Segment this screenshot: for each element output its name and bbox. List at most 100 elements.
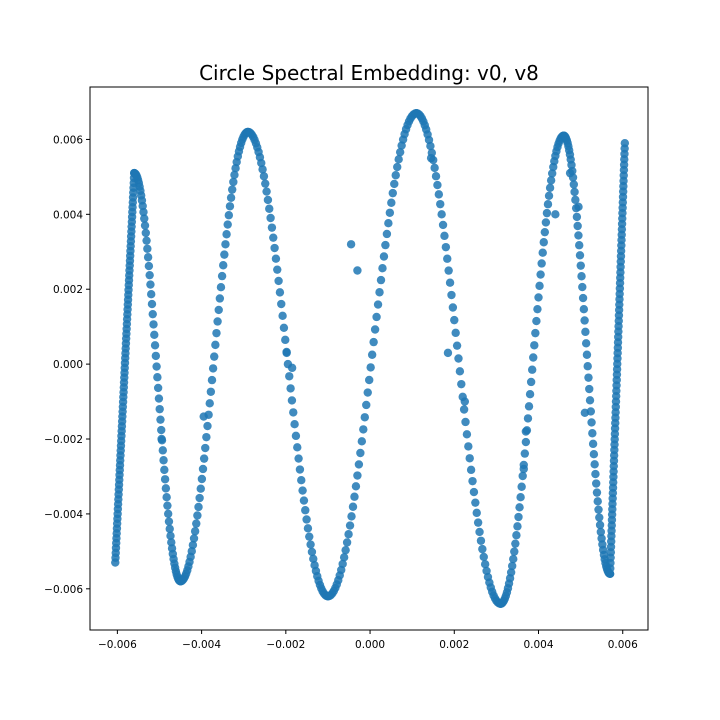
- data-point: [516, 493, 525, 502]
- data-point: [151, 351, 161, 361]
- data-points: [111, 109, 630, 608]
- data-point: [575, 241, 584, 250]
- data-point: [520, 449, 530, 458]
- data-point: [302, 515, 311, 524]
- data-point: [348, 502, 358, 511]
- data-point: [199, 412, 208, 421]
- data-point: [363, 388, 372, 397]
- data-point: [259, 172, 269, 181]
- data-point: [443, 348, 453, 358]
- data-point: [291, 431, 301, 441]
- data-point: [475, 527, 484, 537]
- data-point: [533, 304, 542, 314]
- data-point: [433, 180, 442, 190]
- data-point: [536, 270, 545, 279]
- data-point: [226, 193, 236, 202]
- data-point: [297, 476, 306, 485]
- data-point: [354, 460, 364, 469]
- data-point: [578, 293, 588, 303]
- data-point: [582, 350, 592, 359]
- x-tick-label: −0.004: [182, 639, 221, 651]
- x-tick-label: 0.004: [523, 639, 553, 651]
- data-point: [158, 446, 167, 455]
- data-point: [372, 312, 381, 322]
- data-point: [384, 219, 393, 228]
- data-point: [546, 176, 556, 185]
- data-point: [366, 363, 375, 372]
- data-point: [342, 538, 352, 547]
- data-point: [538, 248, 547, 257]
- data-point: [551, 210, 560, 219]
- data-point: [480, 560, 490, 569]
- data-point: [565, 168, 575, 178]
- data-point: [381, 240, 390, 250]
- data-point: [307, 547, 317, 557]
- data-point: [154, 394, 164, 403]
- data-point: [157, 434, 166, 444]
- data-point: [274, 276, 283, 286]
- data-point: [517, 482, 526, 491]
- y-tick-label: −0.004: [44, 509, 83, 521]
- data-point: [156, 415, 165, 424]
- data-point: [511, 539, 520, 548]
- data-point: [596, 527, 606, 537]
- data-point: [198, 464, 208, 474]
- x-tick-label: −0.006: [98, 639, 137, 651]
- data-point: [166, 531, 175, 541]
- data-point: [351, 482, 361, 491]
- data-point: [203, 421, 212, 431]
- data-point: [451, 328, 460, 338]
- y-tick-label: 0.002: [53, 284, 83, 296]
- data-point: [301, 506, 310, 515]
- data-point: [591, 469, 600, 479]
- data-point: [535, 281, 544, 291]
- data-point: [149, 320, 158, 329]
- x-tick-label: 0.006: [608, 639, 638, 651]
- y-tick-label: −0.006: [44, 584, 83, 596]
- data-point: [541, 218, 551, 227]
- data-point: [267, 223, 277, 232]
- data-point: [460, 397, 470, 406]
- data-point: [571, 195, 580, 205]
- data-point: [147, 290, 156, 299]
- data-point: [476, 536, 486, 545]
- data-point: [510, 547, 519, 556]
- data-point: [521, 427, 531, 436]
- data-point: [375, 288, 384, 297]
- data-point: [431, 172, 441, 181]
- data-point: [353, 266, 362, 275]
- data-point: [378, 263, 387, 273]
- data-point: [298, 486, 307, 495]
- data-point: [143, 244, 152, 253]
- data-point: [278, 311, 287, 321]
- data-point: [195, 493, 204, 503]
- data-point: [513, 522, 522, 531]
- data-point: [357, 437, 367, 446]
- data-point: [216, 282, 226, 292]
- data-point: [576, 261, 585, 270]
- data-point: [360, 413, 369, 422]
- data-point: [585, 396, 595, 405]
- data-point: [189, 534, 199, 543]
- data-point: [142, 236, 151, 245]
- data-point: [585, 384, 594, 394]
- data-point: [153, 383, 163, 393]
- data-point: [281, 335, 290, 345]
- data-point: [140, 221, 150, 230]
- data-point: [295, 465, 305, 474]
- data-point: [153, 373, 162, 382]
- data-point: [365, 375, 374, 385]
- data-point: [468, 476, 477, 486]
- data-point: [441, 242, 451, 252]
- data-point: [379, 252, 389, 261]
- data-point: [309, 554, 318, 564]
- data-point: [382, 229, 392, 239]
- data-point: [147, 299, 157, 309]
- data-point: [471, 498, 480, 507]
- data-point: [346, 240, 356, 249]
- data-point: [588, 429, 597, 438]
- data-point: [220, 250, 229, 259]
- data-point: [574, 231, 583, 240]
- data-point: [279, 323, 289, 332]
- data-point: [584, 373, 593, 382]
